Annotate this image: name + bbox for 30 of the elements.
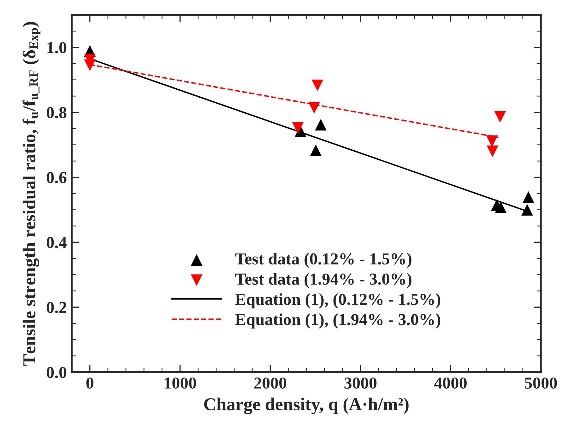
point — [494, 111, 506, 123]
legend-label: Equation (1), (0.12% - 1.5%) — [236, 293, 441, 309]
y-tick-label: 1.0 — [48, 42, 67, 54]
legend-label: Test data (1.94% - 3.0%) — [236, 273, 412, 288]
x-tick-label: 2000 — [254, 378, 287, 389]
point — [486, 136, 498, 148]
point — [308, 102, 320, 114]
y-axis-title: Tensile strength residual ratio, f$_{u}$/f$_{u_RF}$ (δ$_{Exp}$) — [22, 22, 41, 366]
point — [495, 202, 507, 214]
x-tick-label: 4000 — [434, 378, 467, 389]
legend-label: Equation (1), (1.94% - 3.0%) — [236, 314, 441, 329]
point — [486, 146, 499, 158]
x-tick-label: 3000 — [344, 378, 377, 389]
x-tick-label: 1000 — [164, 378, 196, 389]
y-tick-label: 0.6 — [47, 172, 67, 184]
y-tick-label: 0.8 — [47, 107, 67, 119]
point — [522, 204, 534, 216]
y-tick-label: 0.0 — [47, 367, 67, 378]
x-tick-label: 5000 — [525, 378, 558, 389]
point — [522, 192, 534, 204]
legend-label: Test data (0.12% - 1.5%) — [236, 253, 412, 268]
y-tick-label: 0.2 — [47, 302, 66, 314]
point — [310, 144, 322, 156]
point — [84, 60, 96, 72]
point — [315, 119, 327, 131]
x-axis-title: Charge density, q (A·h/m²) — [204, 398, 409, 414]
point — [312, 80, 324, 92]
x-tick-label: 0 — [86, 378, 94, 389]
y-tick-label: 0.4 — [47, 237, 67, 248]
point — [292, 122, 304, 134]
